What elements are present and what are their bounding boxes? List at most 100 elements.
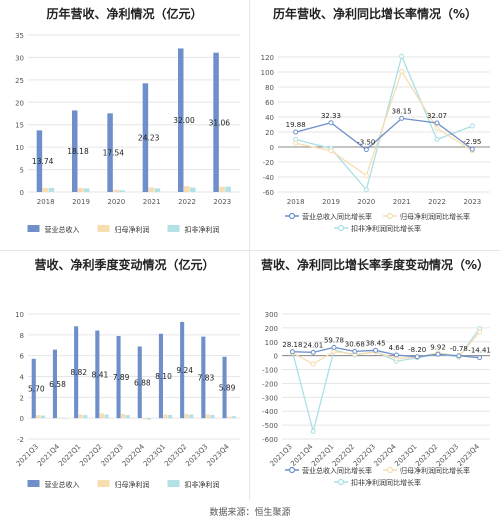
quarterly-revenue-profit-panel: 营收、净利季度变动情况（亿元） -2 0 2 4 6 8 10 5.70 6.58 8.82 8.4… (0, 251, 249, 500)
series-line (295, 117, 473, 151)
y-tick-label: 100 (265, 339, 278, 347)
legend-marker (386, 212, 394, 220)
data-label: 9.92 (430, 343, 446, 351)
y-tick-label: -600 (262, 436, 278, 444)
data-point (328, 148, 334, 154)
bar (113, 189, 119, 192)
data-label: 18.18 (67, 147, 89, 156)
quarterly-revenue-profit-chart: -2 0 2 4 6 8 10 5.70 6.58 8.82 8.41 7.89 6.88 8.10 9.2… (15, 311, 240, 489)
bar (137, 346, 142, 419)
x-tick-label: 2022Q1 (57, 443, 82, 468)
data-point (469, 146, 475, 152)
legend-marker (337, 478, 345, 486)
y-tick-label: -100 (262, 367, 278, 375)
y-tick-label: -60 (263, 189, 274, 197)
bar (168, 415, 173, 419)
x-tick-label: 2019 (72, 198, 90, 206)
data-label: 7.89 (113, 373, 130, 382)
x-tick-label: 2022 (178, 198, 196, 206)
bar (62, 418, 67, 419)
data-label: 30.68 (345, 340, 365, 348)
x-tick-label: 2023Q2 (163, 443, 188, 468)
data-point (373, 347, 379, 353)
legend-swatch (27, 480, 40, 487)
x-tick-label: 2018 (287, 198, 305, 206)
bar (210, 415, 215, 419)
data-point (293, 140, 299, 146)
data-point (310, 361, 316, 367)
bar (119, 190, 125, 192)
bar (231, 416, 236, 419)
x-tick-label: 2023Q1 (142, 443, 167, 468)
data-label: 59.78 (324, 336, 344, 344)
data-label: 38.45 (366, 339, 386, 347)
data-point (434, 125, 440, 131)
data-point (331, 344, 337, 350)
data-label: -2.95 (463, 138, 481, 146)
data-point (414, 354, 420, 360)
bar (52, 349, 57, 419)
y-tick-label: -20 (263, 159, 274, 167)
bar (184, 186, 190, 192)
chart-title: 历年营收、净利情况（亿元） (46, 7, 203, 21)
y-tick-label: -300 (262, 394, 278, 402)
legend-swatch (27, 225, 40, 232)
chart-title: 营收、净利同比增长率季度变动情况（%） (260, 258, 490, 272)
annual-revenue-profit-panel: 历年营收、净利情况（亿元） 0 5 10 15 20 25 30 35 13.74 18.18 17… (0, 0, 249, 250)
data-point (363, 173, 369, 178)
x-tick-label: 2022Q2 (78, 443, 103, 468)
legend-swatch (167, 225, 180, 232)
legend-label: 归母净利润同比增长率 (400, 212, 470, 221)
y-tick-label: 60 (265, 99, 274, 107)
y-tick-label: 25 (15, 77, 24, 85)
y-tick-label: 6 (20, 353, 25, 361)
legend-marker (337, 224, 345, 232)
y-tick-label: 10 (15, 144, 24, 152)
y-tick-label: 5 (20, 167, 24, 175)
data-point (434, 137, 440, 142)
bar (146, 418, 151, 420)
data-point (310, 349, 316, 355)
bar (154, 188, 161, 192)
data-point (456, 353, 462, 359)
data-label: 31.06 (209, 118, 231, 127)
data-point (289, 349, 295, 355)
legend-label: 扣非净利润 (185, 225, 220, 234)
legend-label: 扣非净利润同比增长率 (351, 478, 421, 487)
data-point (331, 349, 337, 354)
legend-label: 归母净利润同比增长率 (400, 466, 470, 475)
bar (95, 330, 100, 419)
data-source-note: 数据来源：恒生聚源 (209, 508, 291, 518)
data-label: 8.10 (155, 372, 172, 381)
data-point (477, 355, 483, 361)
x-tick-label: 2023Q4 (456, 442, 482, 468)
bar (227, 416, 232, 419)
data-label: 24.23 (138, 134, 160, 143)
bar (72, 110, 78, 192)
bar (84, 188, 90, 192)
data-label: 32.33 (321, 112, 341, 120)
x-tick-label: 2021 (393, 198, 411, 206)
data-label: 5.70 (28, 384, 45, 393)
legend-label: 归母净利润 (115, 225, 150, 234)
y-tick-label: -2 (17, 436, 24, 444)
bar (190, 187, 196, 192)
y-tick-label: 8 (20, 332, 24, 340)
legend-swatch (167, 480, 180, 487)
horizontal-divider (0, 250, 500, 251)
bar (163, 414, 168, 419)
annual-revenue-profit-chart: 0 5 10 15 20 25 30 35 13.74 18.18 17.54 24.23 32.00 3… (15, 32, 240, 234)
legend-label: 营业总收入同比增长率 (302, 212, 372, 221)
data-point (393, 352, 399, 358)
y-tick-label: 20 (265, 129, 274, 137)
legend-label: 营业总收入 (45, 225, 80, 234)
x-tick-label: 2018 (37, 198, 55, 206)
y-tick-label: -40 (263, 174, 274, 182)
data-point (399, 68, 405, 74)
data-label: 4.64 (389, 344, 405, 352)
bar (189, 414, 194, 419)
y-tick-label: -200 (262, 380, 278, 388)
x-tick-label: 2023Q3 (184, 443, 209, 468)
y-tick-label: 30 (15, 54, 24, 62)
